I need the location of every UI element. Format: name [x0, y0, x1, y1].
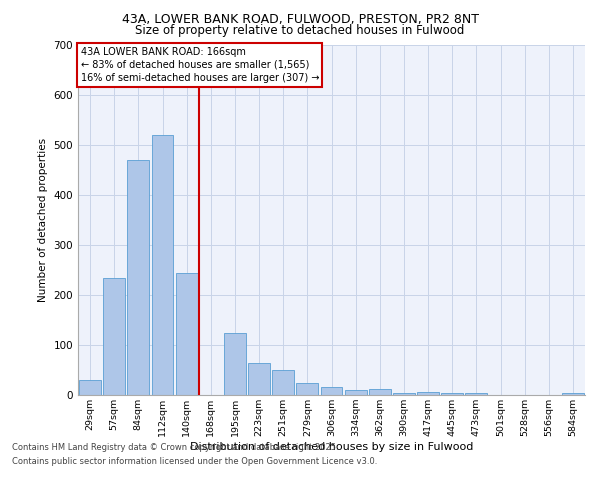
Bar — [176, 272, 197, 395]
Bar — [248, 362, 270, 395]
Text: Contains HM Land Registry data © Crown copyright and database right 2025.: Contains HM Land Registry data © Crown c… — [12, 442, 338, 452]
Bar — [272, 370, 294, 395]
Bar — [103, 278, 125, 395]
Bar — [417, 392, 439, 395]
Bar — [393, 392, 415, 395]
Text: 43A LOWER BANK ROAD: 166sqm
← 83% of detached houses are smaller (1,565)
16% of : 43A LOWER BANK ROAD: 166sqm ← 83% of det… — [80, 47, 319, 83]
Bar — [562, 392, 584, 395]
X-axis label: Distribution of detached houses by size in Fulwood: Distribution of detached houses by size … — [190, 442, 473, 452]
Text: Contains public sector information licensed under the Open Government Licence v3: Contains public sector information licen… — [12, 458, 377, 466]
Bar — [224, 332, 246, 395]
Bar — [296, 382, 318, 395]
Bar — [466, 392, 487, 395]
Bar — [345, 390, 367, 395]
Bar — [152, 135, 173, 395]
Bar — [320, 386, 343, 395]
Bar — [442, 392, 463, 395]
Bar — [369, 389, 391, 395]
Bar — [127, 160, 149, 395]
Text: Size of property relative to detached houses in Fulwood: Size of property relative to detached ho… — [136, 24, 464, 37]
Bar — [79, 380, 101, 395]
Y-axis label: Number of detached properties: Number of detached properties — [38, 138, 48, 302]
Text: 43A, LOWER BANK ROAD, FULWOOD, PRESTON, PR2 8NT: 43A, LOWER BANK ROAD, FULWOOD, PRESTON, … — [121, 12, 479, 26]
